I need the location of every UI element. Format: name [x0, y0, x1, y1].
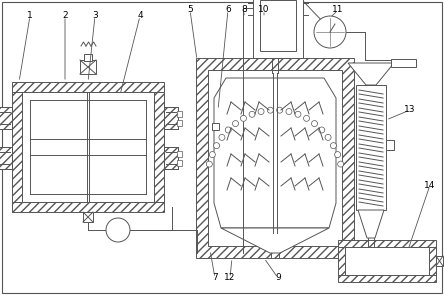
Circle shape: [106, 218, 130, 242]
Circle shape: [267, 107, 274, 113]
Bar: [0, 147, 12, 169]
Circle shape: [225, 127, 231, 133]
Circle shape: [314, 16, 346, 48]
Bar: [177, 111, 182, 117]
Bar: [253, 0, 303, 58]
Bar: [386, 140, 394, 150]
Bar: [177, 151, 182, 157]
Bar: [22, 92, 154, 202]
Circle shape: [338, 161, 344, 167]
Bar: [208, 70, 342, 246]
Bar: [436, 256, 443, 266]
Text: 5: 5: [187, 6, 193, 14]
Bar: [80, 60, 96, 74]
Bar: [0, 107, 12, 129]
Circle shape: [206, 161, 212, 167]
Circle shape: [295, 111, 301, 117]
Bar: [164, 107, 178, 129]
Text: 6: 6: [225, 6, 231, 14]
Bar: [154, 92, 164, 202]
Bar: [356, 85, 386, 210]
Circle shape: [241, 115, 246, 121]
Bar: [83, 212, 93, 222]
Bar: [429, 247, 436, 275]
Bar: [164, 107, 178, 129]
Text: 9: 9: [275, 273, 281, 283]
Bar: [12, 202, 164, 212]
Bar: [260, 0, 296, 51]
Text: 10: 10: [258, 6, 270, 14]
Bar: [164, 147, 178, 169]
Polygon shape: [358, 210, 384, 238]
Text: 7: 7: [212, 273, 218, 283]
Text: 12: 12: [224, 273, 236, 283]
Bar: [177, 120, 182, 126]
Bar: [0, 107, 12, 129]
Text: 13: 13: [404, 106, 416, 114]
Bar: [338, 247, 345, 275]
Circle shape: [233, 121, 238, 127]
Polygon shape: [348, 63, 394, 85]
Text: 14: 14: [424, 181, 436, 189]
Text: 3: 3: [92, 12, 98, 20]
Bar: [0, 147, 12, 169]
Circle shape: [286, 109, 292, 114]
Polygon shape: [221, 228, 329, 253]
Bar: [196, 58, 354, 258]
Bar: [12, 82, 164, 92]
Circle shape: [335, 152, 341, 158]
Circle shape: [249, 111, 255, 117]
Bar: [338, 240, 436, 247]
Circle shape: [277, 107, 283, 113]
Circle shape: [210, 152, 215, 158]
Bar: [338, 275, 436, 282]
Bar: [177, 160, 182, 166]
Text: 8: 8: [241, 6, 247, 14]
Circle shape: [330, 142, 337, 149]
Circle shape: [312, 121, 317, 127]
Bar: [212, 123, 219, 130]
Bar: [391, 59, 416, 67]
Text: 1: 1: [27, 12, 33, 20]
Circle shape: [214, 142, 220, 149]
Circle shape: [325, 135, 331, 140]
Circle shape: [219, 135, 225, 140]
Bar: [345, 247, 429, 275]
Bar: [164, 147, 178, 169]
Circle shape: [258, 109, 264, 114]
Bar: [12, 92, 22, 202]
Text: 4: 4: [137, 12, 143, 20]
Circle shape: [319, 127, 325, 133]
Text: 2: 2: [62, 12, 68, 20]
Circle shape: [304, 115, 309, 121]
Polygon shape: [214, 78, 336, 228]
Bar: [84, 54, 92, 61]
Text: 11: 11: [332, 6, 344, 14]
